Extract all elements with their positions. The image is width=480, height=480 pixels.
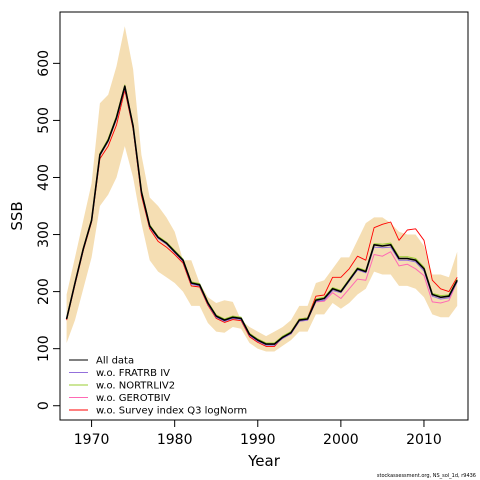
x-tick-label: 1980 (157, 432, 193, 448)
y-tick-label: 100 (36, 335, 52, 362)
legend-label: All data (96, 356, 134, 367)
series-line-all-data (65, 85, 458, 345)
legend-label: w.o. GEROTBIV (96, 393, 171, 404)
confidence-band-layer (66, 26, 458, 352)
legend-label: w.o. FRATRB IV (96, 368, 170, 379)
x-tick-label: 1970 (74, 432, 110, 448)
y-tick-label: 300 (36, 221, 52, 248)
x-tick-label: 2000 (323, 432, 359, 448)
footer-credit: stockassessment.org, NS_sol_1d, r9436 (377, 473, 476, 479)
y-tick-label: 0 (36, 401, 52, 410)
y-axis-title: SSB (8, 201, 26, 230)
y-tick-label: 200 (36, 278, 52, 305)
legend-label: w.o. NORTRLIV2 (96, 381, 175, 392)
y-tick-label: 400 (36, 164, 52, 191)
confidence-band (66, 26, 458, 352)
x-axis: 1970 1980 1990 2000 2010 (74, 419, 442, 448)
y-axis: 0 100 200 300 400 500 600 (36, 50, 61, 410)
y-tick-label: 600 (36, 50, 52, 77)
legend-label: w.o. Survey index Q3 logNorm (96, 406, 247, 417)
x-tick-label: 2010 (406, 432, 442, 448)
y-tick-label: 500 (36, 107, 52, 134)
series-lines-layer (65, 84, 458, 347)
x-axis-title: Year (247, 452, 281, 470)
x-tick-label: 1990 (240, 432, 276, 448)
